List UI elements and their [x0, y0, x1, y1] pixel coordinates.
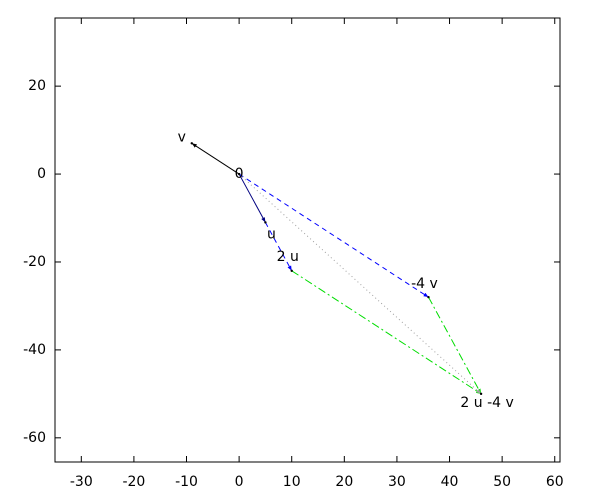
- point: [190, 142, 193, 145]
- x-tick-label: 60: [546, 474, 564, 490]
- x-tick-label: 10: [283, 474, 301, 490]
- plot-frame: [54, 17, 561, 463]
- vector-line: [291, 270, 482, 395]
- y-tick-label: 0: [37, 166, 46, 182]
- x-tick-label: -30: [70, 474, 93, 490]
- y-tick-label: -40: [23, 342, 46, 358]
- vector-line: [238, 173, 482, 395]
- point-label: -4 v: [411, 276, 438, 292]
- point: [264, 221, 267, 224]
- x-tick-label: 40: [441, 474, 459, 490]
- vector-line: [238, 173, 429, 298]
- point: [290, 269, 293, 272]
- vector-line: [191, 142, 240, 175]
- y-tick-label: -20: [23, 254, 46, 270]
- point: [479, 392, 483, 396]
- x-tick-label: 30: [388, 474, 406, 490]
- x-tick-label: 50: [493, 474, 511, 490]
- y-tick-label: -60: [23, 430, 46, 446]
- vector-line: [238, 173, 266, 223]
- point-label: 0: [235, 166, 244, 182]
- point-label: 2 u -4 v: [460, 395, 513, 411]
- vector-line: [264, 222, 293, 272]
- point-label: v: [178, 129, 186, 145]
- vector-line: [428, 296, 482, 395]
- x-tick-label: -10: [175, 474, 198, 490]
- point-label: 2 u: [277, 249, 299, 265]
- x-tick-label: 0: [235, 474, 244, 490]
- y-tick-label: 20: [28, 78, 46, 94]
- x-tick-label: -20: [122, 474, 145, 490]
- point: [237, 172, 241, 176]
- x-tick-label: 20: [335, 474, 353, 490]
- point: [427, 295, 430, 299]
- point-label: u: [267, 226, 276, 242]
